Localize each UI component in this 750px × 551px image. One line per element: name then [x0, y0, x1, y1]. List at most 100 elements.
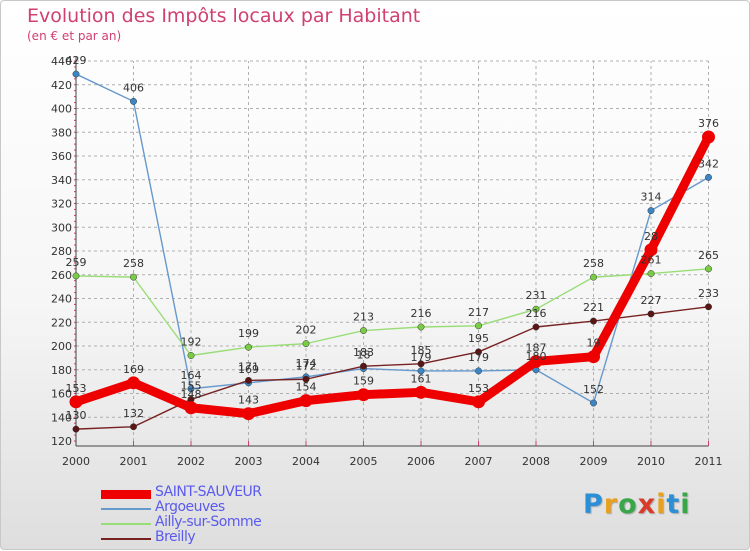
data-label: 233 [698, 287, 719, 300]
data-point [130, 273, 137, 281]
axes: 120 140 160 180 200 220 240 260 280 300 320 340 360 3… [51, 55, 723, 468]
data-point [705, 303, 712, 311]
x-tick-label: 2009 [580, 455, 608, 468]
data-point [647, 270, 655, 278]
legend-label: Breilly [155, 529, 196, 545]
x-tick-label: 2005 [350, 455, 378, 468]
data-label: 213 [353, 311, 374, 324]
data-point [245, 376, 252, 384]
data-point [475, 348, 482, 356]
data-label: 187 [526, 341, 547, 354]
data-point [644, 243, 658, 257]
y-tick-label: 180 [51, 364, 72, 377]
data-point [360, 362, 367, 370]
logo-letter: t [666, 489, 681, 520]
y-tick-label: 320 [51, 198, 72, 211]
data-label: 130 [66, 409, 87, 422]
data-point [472, 395, 485, 409]
data-point [647, 310, 655, 318]
data-point [242, 407, 255, 421]
y-tick-label: 340 [51, 174, 72, 187]
data-label: 28 [644, 230, 658, 243]
data-point [532, 305, 540, 313]
data-point [360, 327, 367, 335]
data-label: 231 [526, 289, 547, 302]
data-point [357, 388, 370, 402]
data-label: 153 [468, 382, 489, 395]
data-label: 18 [357, 349, 371, 362]
x-tick-label: 2004 [292, 455, 320, 468]
data-point [475, 322, 482, 330]
data-label: 199 [238, 327, 259, 340]
series-line [75, 268, 710, 357]
legend-label: Argoeuves [155, 499, 225, 515]
series-line [75, 73, 710, 404]
data-label: 314 [641, 191, 662, 204]
data-label: 217 [468, 306, 489, 319]
data-point [302, 340, 310, 348]
data-label: 174 [296, 357, 317, 370]
logo-letter: x [637, 489, 657, 520]
data-point [532, 323, 540, 331]
data-label: 152 [583, 383, 604, 396]
data-label: 376 [698, 117, 719, 130]
data-label: 221 [583, 301, 604, 314]
data-point [590, 399, 597, 407]
data-point [187, 352, 195, 359]
data-point [299, 394, 313, 408]
data-label: 179 [411, 351, 432, 364]
data-label: 259 [66, 256, 87, 269]
data-label: 258 [123, 257, 144, 270]
data-point [187, 385, 195, 393]
data-label: 164 [181, 369, 202, 382]
data-label: 195 [468, 332, 489, 345]
legend-label: SAINT-SAUVEUR [155, 484, 262, 500]
data-label: 132 [123, 407, 144, 420]
series-lines [69, 70, 715, 433]
logo-letter: i [680, 489, 691, 520]
y-tick-label: 280 [51, 245, 72, 258]
data-label: 342 [698, 157, 719, 170]
data-label: 153 [66, 382, 87, 395]
logo-letter: i [656, 489, 667, 520]
data-label: 19 [587, 337, 601, 350]
data-point [130, 97, 137, 105]
data-labels: 153 169 148 143 154 159 161 153 187 19 28 376 429 406… [66, 54, 720, 422]
data-label: 180 [526, 350, 547, 363]
logo-letter: o [618, 489, 638, 520]
data-label: 216 [526, 307, 547, 320]
y-tick-label: 420 [51, 79, 72, 92]
data-point [245, 343, 252, 351]
data-point [72, 272, 80, 280]
data-point [184, 401, 198, 415]
legend-label: Ailly-sur-Somme [155, 514, 262, 530]
proxiti-logo: Proxiti [583, 489, 691, 520]
x-tick-label: 2001 [120, 455, 148, 468]
data-point [705, 265, 712, 273]
data-point [647, 207, 655, 215]
y-tick-label: 440 [51, 55, 72, 68]
data-label: 406 [123, 81, 144, 94]
data-label: 169 [238, 363, 259, 376]
data-label: 169 [123, 363, 144, 376]
data-point [417, 323, 425, 331]
data-label: 171 [238, 360, 259, 373]
data-label: 159 [353, 375, 374, 388]
data-label: 192 [181, 336, 202, 349]
x-tick-label: 2000 [62, 455, 90, 468]
y-tick-label: 260 [51, 269, 72, 282]
series-line-emphasis [71, 132, 713, 419]
x-tick-label: 2006 [407, 455, 435, 468]
legend-swatch [101, 508, 151, 510]
y-tick-label: 400 [51, 103, 72, 116]
y-tick-label: 140 [51, 411, 72, 424]
y-tick-label: 300 [51, 221, 72, 234]
data-point [587, 350, 600, 364]
legend-swatch [101, 538, 151, 540]
data-point [590, 273, 597, 281]
data-point [417, 367, 425, 375]
legend-swatch [101, 523, 151, 525]
y-tick-label: 360 [51, 150, 72, 163]
data-label: 179 [468, 351, 489, 364]
